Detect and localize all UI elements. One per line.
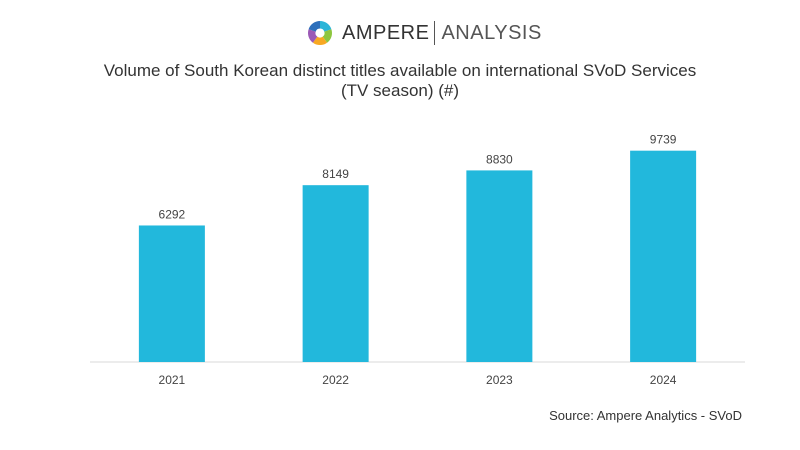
chart-title-line-1: Volume of South Korean distinct titles a…	[103, 61, 697, 80]
data-label-2023: 8830	[486, 152, 513, 166]
bar-2021	[138, 225, 205, 362]
bar-2024	[630, 150, 697, 362]
bar-2023	[466, 170, 533, 362]
logo-divider	[434, 21, 436, 45]
data-label-2024: 9739	[650, 133, 677, 147]
data-label-2022: 8149	[322, 167, 349, 181]
ampere-analysis-logo: AMPERE ANALYSIS	[306, 17, 542, 49]
x-tick-label-2024: 2024	[650, 373, 677, 387]
chart-title: Volume of South Korean distinct titles a…	[40, 61, 760, 101]
logo-word-ampere: AMPERE	[342, 21, 430, 44]
source-note: Source: Ampere Analytics - SVoD	[549, 408, 742, 423]
chart-title-line-2: (TV season) (#)	[340, 81, 460, 100]
data-label-2021: 6292	[159, 207, 186, 221]
logo-word-analysis: ANALYSIS	[441, 21, 542, 44]
x-tick-label-2022: 2022	[322, 373, 349, 387]
ampere-logo-icon	[308, 21, 332, 46]
bar-2022	[302, 185, 369, 362]
x-tick-label-2021: 2021	[159, 373, 186, 387]
x-tick-label-2023: 2023	[486, 373, 513, 387]
